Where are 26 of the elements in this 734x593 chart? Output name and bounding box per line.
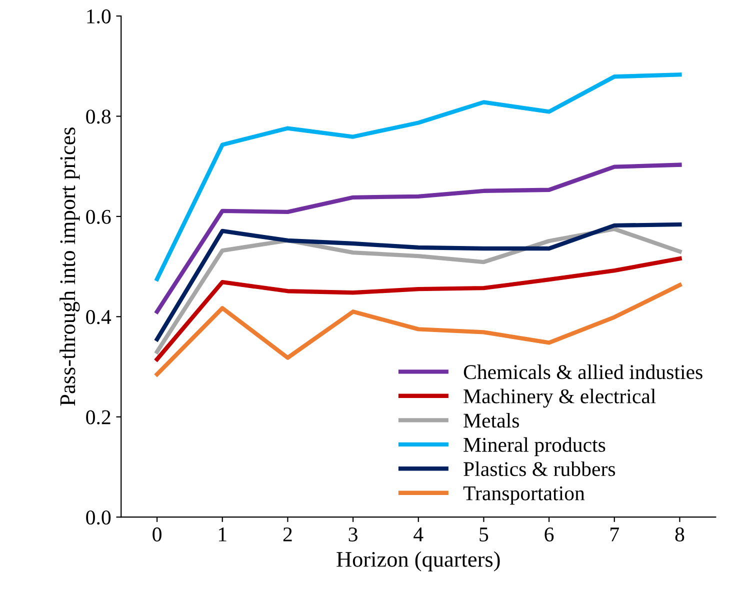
x-tick-label: 0 xyxy=(152,527,162,542)
legend-label: Chemicals & allied industies xyxy=(464,364,702,380)
y-tick-label: 0.0 xyxy=(86,510,111,525)
legend-label: Plastics & rubbers xyxy=(464,461,616,476)
line-series xyxy=(154,162,682,314)
legend-label: Machinery & electrical xyxy=(464,388,656,408)
y-tick-label: 0.4 xyxy=(86,310,112,324)
x-tick-label: 1 xyxy=(219,528,226,542)
line-series xyxy=(154,72,682,282)
x-tick-label: 5 xyxy=(480,528,488,542)
legend-label: Transportation xyxy=(463,486,585,505)
y-tick-label: 0.2 xyxy=(86,410,110,424)
x-tick-label: 4 xyxy=(414,528,424,542)
legend-label: Mineral products xyxy=(464,437,606,456)
y-tick-label: 0.6 xyxy=(86,210,111,224)
y-axis-title: Pass-through into import prices xyxy=(60,128,80,406)
x-tick-label: 8 xyxy=(675,527,684,542)
x-tick-label: 3 xyxy=(348,527,358,542)
y-tick-label: 1.0 xyxy=(87,9,111,24)
x-tick-label: 6 xyxy=(544,527,554,542)
x-tick-label: 7 xyxy=(610,528,619,542)
x-axis-title: Horizon (quarters) xyxy=(336,551,500,572)
legend-label: Metals xyxy=(464,413,519,428)
line-series xyxy=(154,256,682,362)
y-tick-label: 0.8 xyxy=(86,110,111,124)
x-tick-label: 2 xyxy=(283,527,292,542)
